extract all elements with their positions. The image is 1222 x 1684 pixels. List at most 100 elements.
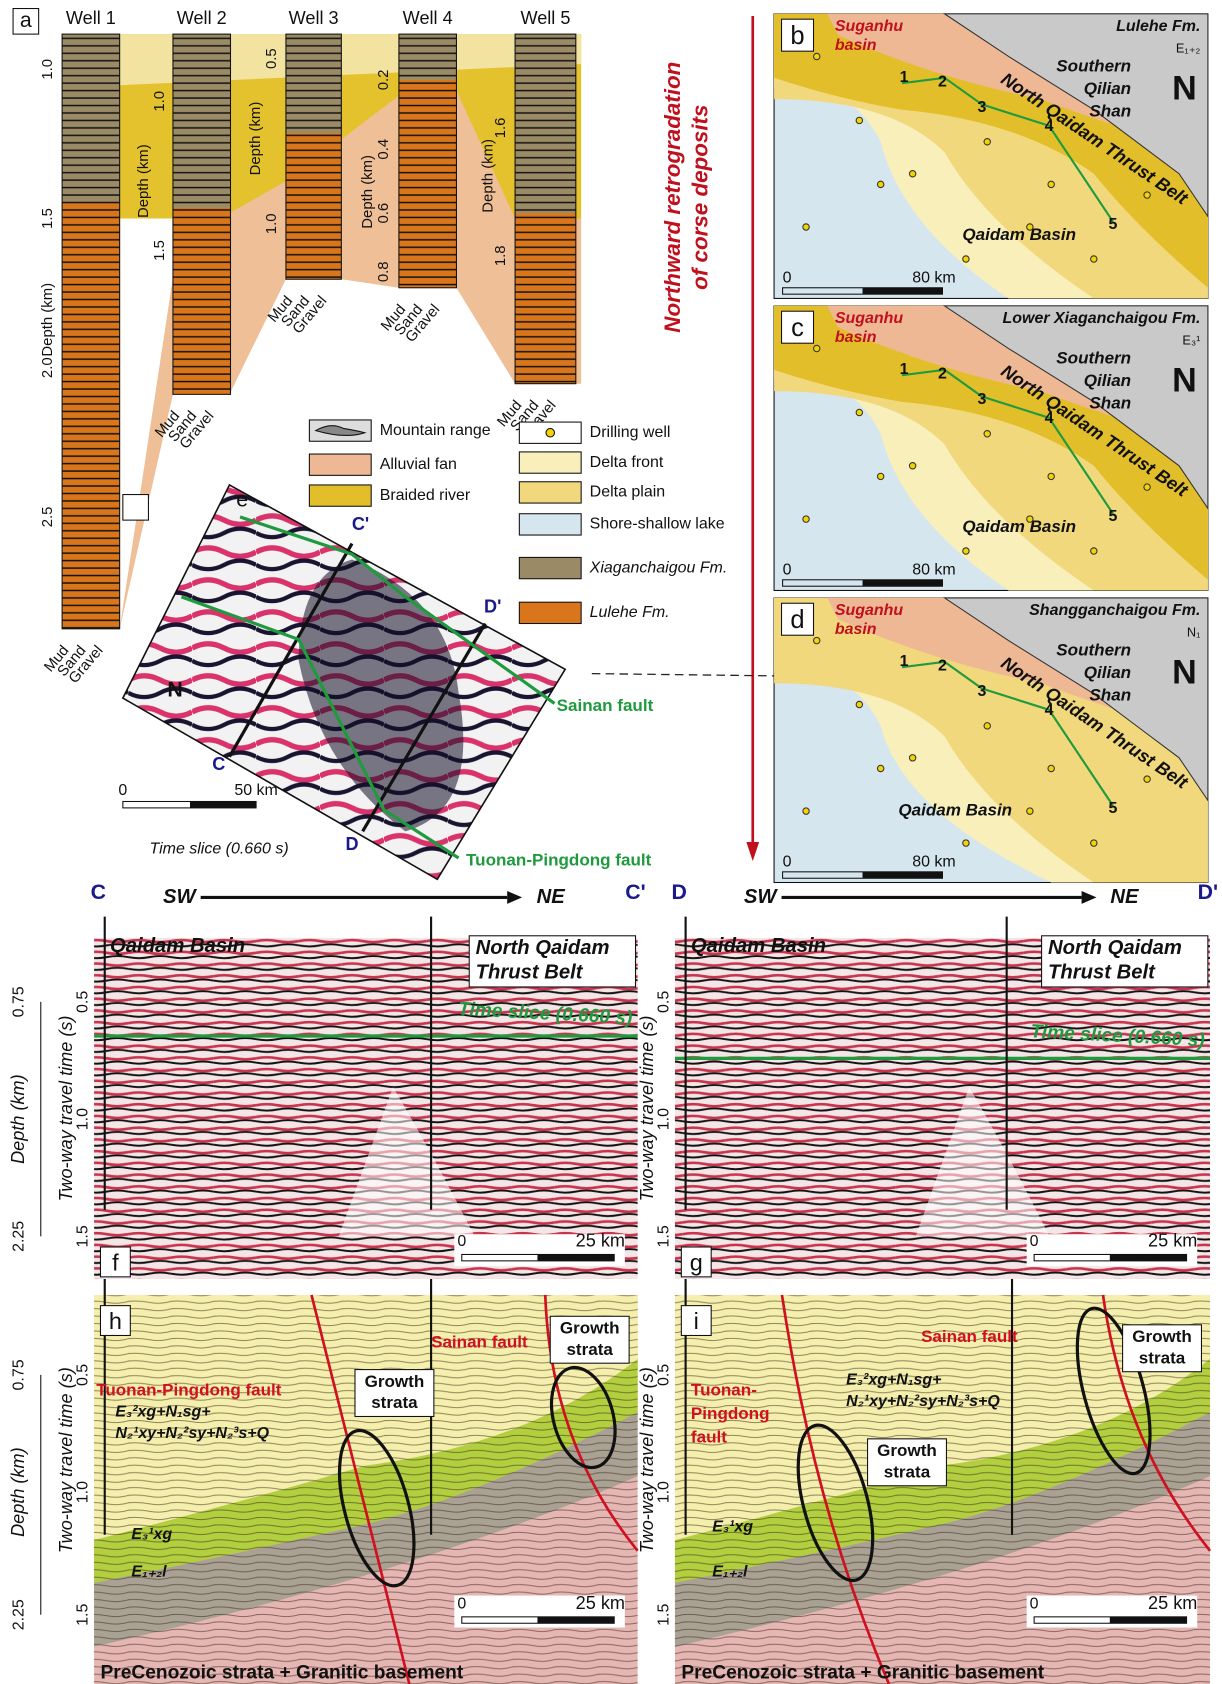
label: Depth (km) — [8, 1447, 28, 1537]
drilling-well — [1048, 181, 1054, 187]
well-name: Well 5 — [520, 8, 570, 28]
depth-tick: 2.5 — [39, 507, 56, 528]
depth-tick: 0.4 — [375, 139, 392, 160]
label: Sainan fault — [921, 1327, 1018, 1346]
label: basin — [835, 621, 877, 638]
well-number: 2 — [938, 73, 947, 90]
range-label: Southern — [1056, 57, 1131, 76]
label: PreCenozoic strata + Granitic basement — [100, 1662, 463, 1683]
label: E₁₊₂l — [712, 1563, 748, 1580]
label: N₂¹xy+N₂²sy+N₂³s+Q — [846, 1393, 1000, 1410]
legend-label: Braided river — [380, 487, 471, 504]
figure: Well 1MudSandGravelWell 2MudSandGravelWe… — [0, 0, 1222, 1684]
scale-bar — [1110, 1254, 1187, 1260]
range-label: Qilian — [1084, 371, 1131, 390]
label: 0.75 — [11, 986, 28, 1017]
axis-tick: 1.0 — [75, 1108, 92, 1130]
label: 0 — [457, 1595, 466, 1612]
label: Qaidam Basin — [110, 935, 245, 957]
label: Suganhu — [835, 602, 904, 619]
label: 0 — [457, 1233, 466, 1250]
label: Pingdong — [691, 1404, 770, 1423]
label: 80 km — [912, 269, 956, 286]
drilling-well — [1144, 776, 1150, 782]
label: fault — [691, 1427, 727, 1446]
axis-tick: 1.5 — [75, 1604, 92, 1626]
north-arrow: N — [167, 677, 182, 701]
drilling-well — [856, 409, 862, 415]
well-name: Well 1 — [66, 8, 116, 28]
label: D' — [1198, 880, 1218, 904]
axis-label: Two-way travel time (s) — [56, 1016, 76, 1202]
label: Suganhu — [835, 18, 904, 35]
label: Tuonan-Pingdong fault — [96, 1380, 282, 1399]
label: 25 km — [1148, 1230, 1197, 1250]
drilling-well — [1091, 840, 1097, 846]
legend-label: Shore-shallow lake — [590, 516, 725, 533]
axis-tick: 0.5 — [75, 1364, 92, 1386]
label: Growth — [877, 1441, 937, 1460]
panel-label: b — [790, 22, 804, 50]
page: {"panel_a":{"label":"a","lithology":["Mu… — [0, 0, 1222, 1684]
drilling-well — [984, 723, 990, 729]
scale-bar — [537, 1617, 614, 1623]
label: strata — [371, 1393, 418, 1412]
legend-swatch — [519, 557, 581, 578]
panel-label-box — [123, 495, 149, 521]
drilling-well — [963, 840, 969, 846]
drilling-well — [984, 431, 990, 437]
legend-label: Alluvial fan — [380, 456, 457, 473]
drilling-well — [877, 765, 883, 771]
depth-axis-label: Depth (km) — [479, 139, 496, 213]
axis-tick: 1.5 — [656, 1604, 673, 1626]
scale-bar — [537, 1254, 614, 1260]
legend-label: Delta plain — [590, 484, 665, 501]
label: 0 — [118, 782, 127, 799]
drilling-well — [1027, 224, 1033, 230]
label: SW — [744, 886, 779, 908]
drilling-well — [1091, 256, 1097, 262]
label: E₃¹xg — [712, 1519, 753, 1536]
drilling-well — [1048, 473, 1054, 479]
drilling-well — [1048, 765, 1054, 771]
drilling-well — [1027, 516, 1033, 522]
label: 25 km — [1148, 1593, 1197, 1613]
axis-tick: 1.0 — [656, 1108, 673, 1130]
label: 0 — [1030, 1233, 1039, 1250]
depth-tick: 1.5 — [151, 240, 168, 261]
axis-tick: 0.5 — [75, 991, 92, 1013]
depth-tick: 1.5 — [39, 208, 56, 229]
drilling-well — [909, 463, 915, 469]
well-number: 5 — [1109, 216, 1118, 233]
panel-label: a — [20, 8, 32, 32]
label: Sainan fault — [557, 696, 654, 715]
drilling-well — [877, 181, 883, 187]
label: SW — [163, 886, 198, 908]
range-label: Qilian — [1084, 663, 1131, 682]
label: Qaidam Basin — [691, 935, 826, 957]
range-label: Shan — [1089, 101, 1131, 120]
panel-label: d — [790, 606, 804, 634]
label: Depth (km) — [8, 1074, 28, 1164]
legend-swatch — [309, 485, 371, 506]
depth-tick: 0.2 — [375, 70, 392, 91]
label: 2.25 — [11, 1599, 28, 1630]
panel-label: g — [690, 1249, 703, 1275]
drilling-well — [856, 701, 862, 707]
log-lines — [399, 34, 457, 288]
label: Growth — [560, 1319, 620, 1338]
legend-label: Lulehe Fm. — [590, 604, 670, 621]
range-label: Qilian — [1084, 79, 1131, 98]
label: E₁₊₂ — [1176, 40, 1201, 55]
drilling-well — [803, 808, 809, 814]
scale-bar — [863, 872, 943, 878]
arrow-text: of corse deposits — [688, 105, 713, 290]
well-number: 4 — [1045, 410, 1054, 427]
well-number: 4 — [1045, 702, 1054, 719]
drilling-well — [877, 473, 883, 479]
arrow-head — [507, 891, 522, 904]
arrow-head — [746, 842, 759, 861]
label: PreCenozoic strata + Granitic basement — [681, 1662, 1044, 1683]
label: North Qaidam — [1048, 937, 1182, 959]
drilling-well — [963, 548, 969, 554]
